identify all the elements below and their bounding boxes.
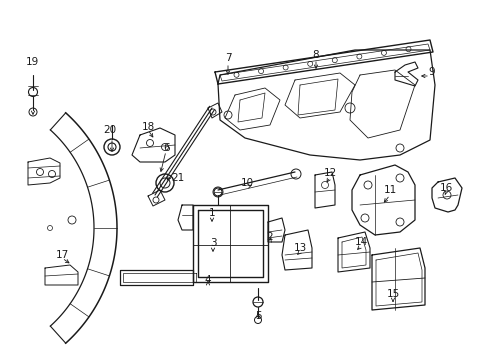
Text: 7: 7 [224, 53, 231, 63]
Text: 9: 9 [428, 67, 434, 77]
Text: 10: 10 [240, 178, 253, 188]
Text: 8: 8 [312, 50, 319, 60]
Text: 6: 6 [163, 143, 170, 153]
Text: 4: 4 [204, 275, 211, 285]
Text: 16: 16 [439, 183, 452, 193]
Text: 20: 20 [103, 125, 116, 135]
Text: 5: 5 [254, 311, 261, 321]
Text: 21: 21 [171, 173, 184, 183]
Text: 11: 11 [383, 185, 396, 195]
Text: 2: 2 [266, 232, 273, 242]
Text: 13: 13 [293, 243, 306, 253]
Text: 1: 1 [208, 208, 215, 218]
Text: 18: 18 [141, 122, 154, 132]
Text: 12: 12 [323, 168, 336, 178]
Text: 3: 3 [209, 238, 216, 248]
Text: 14: 14 [354, 237, 367, 247]
Text: 17: 17 [55, 250, 68, 260]
Text: 19: 19 [25, 57, 39, 67]
Text: 15: 15 [386, 289, 399, 299]
